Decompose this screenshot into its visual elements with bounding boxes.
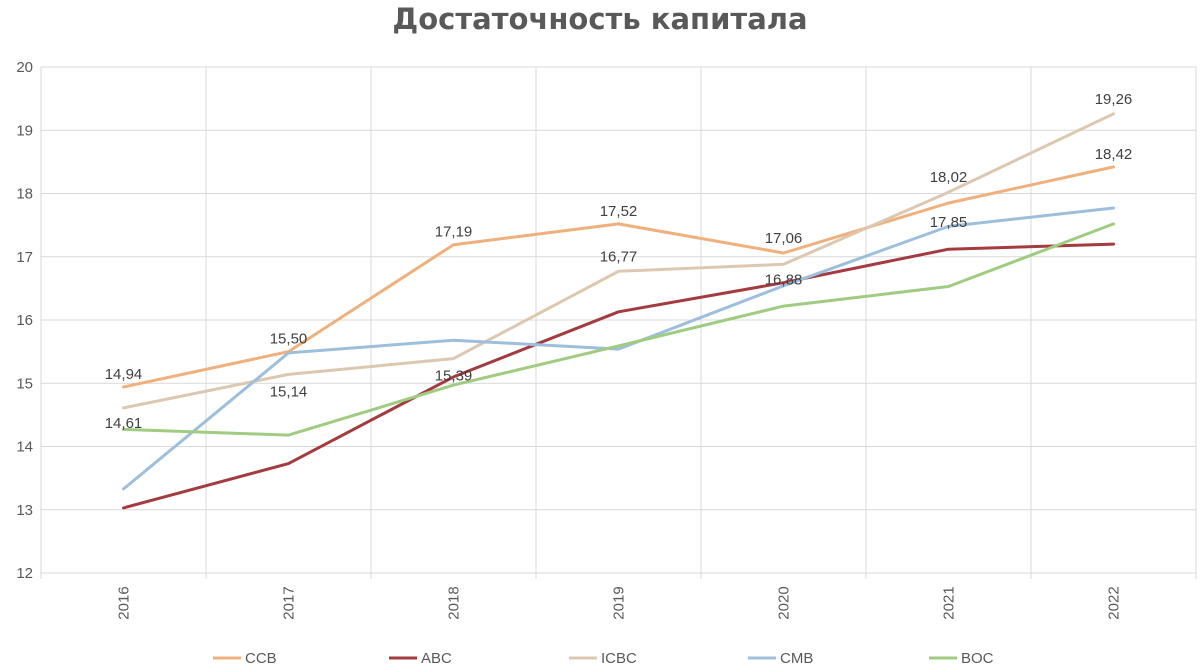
y-tick-label: 19 (16, 122, 33, 139)
data-label: 18,02 (930, 169, 968, 186)
y-tick-label: 13 (16, 502, 33, 519)
series-line-abc (122, 242, 1115, 510)
legend-label-icbc: ICBC (601, 650, 637, 667)
data-label: 17,85 (930, 214, 968, 231)
x-tick-label: 2020 (776, 586, 793, 619)
y-tick-label: 18 (16, 186, 33, 203)
series-line-ccb (122, 165, 1115, 389)
legend-label-boc: BOC (961, 650, 994, 667)
data-label: 15,14 (270, 383, 308, 400)
x-tick-label: 2016 (116, 586, 133, 619)
x-tick-label: 2018 (446, 586, 463, 619)
data-label: 15,39 (435, 368, 473, 385)
data-label: 16,88 (765, 271, 803, 288)
axes: 12 13 14 15 16 17 18 19 20 2016 2017 2018 2019 2020 20… (16, 59, 1122, 620)
y-tick-label: 15 (16, 375, 33, 392)
legend-label-abc: ABC (421, 650, 452, 667)
y-tick-label: 16 (16, 312, 33, 329)
data-label: 15,50 (270, 331, 308, 348)
series-line-icbc (122, 112, 1115, 410)
data-label: 14,61 (105, 415, 143, 432)
y-tick-label: 12 (16, 565, 33, 582)
x-tick-label: 2022 (1106, 586, 1123, 619)
data-label: 14,94 (105, 366, 143, 383)
legend-label-ccb: CCB (245, 650, 277, 667)
y-tick-label: 14 (16, 439, 33, 456)
data-label: 18,42 (1095, 146, 1133, 163)
data-label: 16,77 (600, 248, 638, 265)
legend: CCB ABC ICBC CMB BOC (213, 650, 994, 667)
data-labels: 14,94 15,50 17,19 17,52 17,06 17,85 18,42 14,61… (105, 91, 1133, 432)
chart-title: Достаточность капитала (392, 2, 808, 36)
series-line-cmb (122, 206, 1115, 491)
x-tick-label: 2021 (941, 586, 958, 619)
series-lines (122, 112, 1115, 510)
x-tick-label: 2017 (281, 586, 298, 619)
data-label: 17,06 (765, 230, 803, 247)
data-label: 19,26 (1095, 91, 1133, 108)
y-tick-label: 20 (16, 59, 33, 76)
legend-label-cmb: CMB (780, 650, 813, 667)
y-tick-label: 17 (16, 249, 33, 266)
data-label: 17,19 (435, 224, 473, 241)
x-tick-label: 2019 (611, 586, 628, 619)
data-label: 17,52 (600, 203, 638, 220)
grid (40, 66, 1197, 579)
series-line-boc (122, 222, 1115, 437)
